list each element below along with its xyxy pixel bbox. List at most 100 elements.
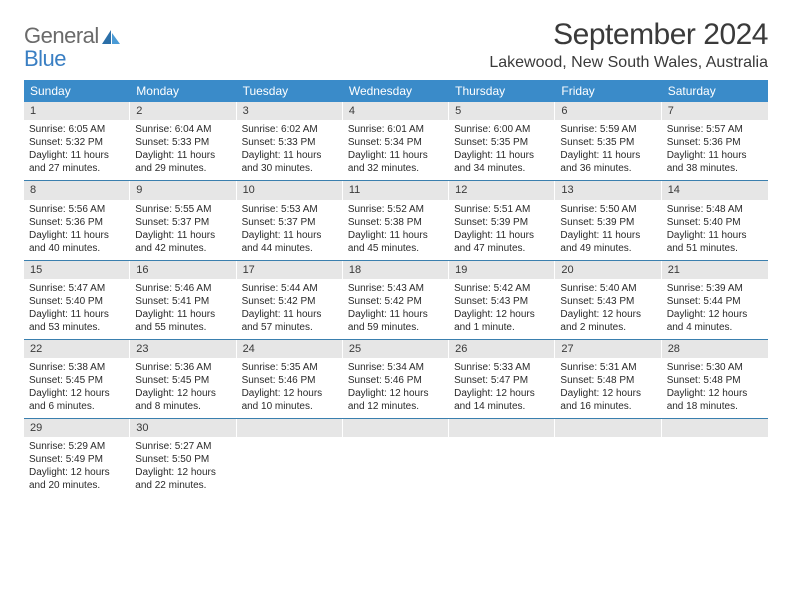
day-number: 8 — [24, 181, 130, 199]
day-header-wednesday: Wednesday — [343, 80, 449, 102]
day-number: 5 — [449, 102, 555, 120]
empty-cell: . — [343, 419, 449, 497]
week-row: 8Sunrise: 5:56 AMSunset: 5:36 PMDaylight… — [24, 181, 768, 260]
day-header-tuesday: Tuesday — [237, 80, 343, 102]
day-cell-19: 19Sunrise: 5:42 AMSunset: 5:43 PMDayligh… — [449, 261, 555, 339]
day-body: Sunrise: 5:56 AMSunset: 5:36 PMDaylight:… — [24, 200, 130, 260]
day-body: Sunrise: 5:36 AMSunset: 5:45 PMDaylight:… — [130, 358, 236, 418]
day-number: 28 — [662, 340, 768, 358]
daylight-text: Daylight: 12 hours and 14 minutes. — [454, 387, 550, 413]
day-number: 12 — [449, 181, 555, 199]
day-body: Sunrise: 6:04 AMSunset: 5:33 PMDaylight:… — [130, 120, 236, 180]
sunrise-text: Sunrise: 5:56 AM — [29, 203, 125, 216]
day-body: Sunrise: 5:29 AMSunset: 5:49 PMDaylight:… — [24, 437, 130, 497]
daylight-text: Daylight: 11 hours and 45 minutes. — [348, 229, 444, 255]
day-cell-25: 25Sunrise: 5:34 AMSunset: 5:46 PMDayligh… — [343, 340, 449, 418]
week-row: 22Sunrise: 5:38 AMSunset: 5:45 PMDayligh… — [24, 340, 768, 419]
day-number: 9 — [130, 181, 236, 199]
sunrise-text: Sunrise: 5:44 AM — [242, 282, 338, 295]
day-body: Sunrise: 5:39 AMSunset: 5:44 PMDaylight:… — [662, 279, 768, 339]
week-row: 29Sunrise: 5:29 AMSunset: 5:49 PMDayligh… — [24, 419, 768, 497]
sunrise-text: Sunrise: 6:01 AM — [348, 123, 444, 136]
day-number: 15 — [24, 261, 130, 279]
daylight-text: Daylight: 12 hours and 6 minutes. — [29, 387, 125, 413]
day-number: 13 — [555, 181, 661, 199]
sunrise-text: Sunrise: 5:55 AM — [135, 203, 231, 216]
daylight-text: Daylight: 12 hours and 20 minutes. — [29, 466, 125, 492]
sunset-text: Sunset: 5:34 PM — [348, 136, 444, 149]
sunrise-text: Sunrise: 5:47 AM — [29, 282, 125, 295]
day-number: 25 — [343, 340, 449, 358]
day-cell-23: 23Sunrise: 5:36 AMSunset: 5:45 PMDayligh… — [130, 340, 236, 418]
day-number: . — [449, 419, 555, 437]
day-body: Sunrise: 6:01 AMSunset: 5:34 PMDaylight:… — [343, 120, 449, 180]
header: General Blue September 2024 Lakewood, Ne… — [24, 18, 768, 72]
daylight-text: Daylight: 11 hours and 34 minutes. — [454, 149, 550, 175]
sunset-text: Sunset: 5:47 PM — [454, 374, 550, 387]
day-number: 23 — [130, 340, 236, 358]
day-number: 18 — [343, 261, 449, 279]
sunrise-text: Sunrise: 5:39 AM — [667, 282, 763, 295]
sunrise-text: Sunrise: 5:48 AM — [667, 203, 763, 216]
sunset-text: Sunset: 5:33 PM — [242, 136, 338, 149]
daylight-text: Daylight: 11 hours and 57 minutes. — [242, 308, 338, 334]
sunrise-text: Sunrise: 5:29 AM — [29, 440, 125, 453]
day-body: Sunrise: 5:46 AMSunset: 5:41 PMDaylight:… — [130, 279, 236, 339]
sunset-text: Sunset: 5:33 PM — [135, 136, 231, 149]
day-header-row: SundayMondayTuesdayWednesdayThursdayFrid… — [24, 80, 768, 102]
day-header-monday: Monday — [130, 80, 236, 102]
day-number: 4 — [343, 102, 449, 120]
daylight-text: Daylight: 11 hours and 30 minutes. — [242, 149, 338, 175]
sunrise-text: Sunrise: 5:42 AM — [454, 282, 550, 295]
day-body: Sunrise: 5:33 AMSunset: 5:47 PMDaylight:… — [449, 358, 555, 418]
sunrise-text: Sunrise: 5:46 AM — [135, 282, 231, 295]
day-cell-10: 10Sunrise: 5:53 AMSunset: 5:37 PMDayligh… — [237, 181, 343, 259]
day-header-saturday: Saturday — [662, 80, 768, 102]
location: Lakewood, New South Wales, Australia — [489, 54, 768, 72]
day-body: Sunrise: 5:51 AMSunset: 5:39 PMDaylight:… — [449, 200, 555, 260]
day-body: Sunrise: 5:55 AMSunset: 5:37 PMDaylight:… — [130, 200, 236, 260]
day-body: Sunrise: 5:30 AMSunset: 5:48 PMDaylight:… — [662, 358, 768, 418]
day-cell-18: 18Sunrise: 5:43 AMSunset: 5:42 PMDayligh… — [343, 261, 449, 339]
day-number: 20 — [555, 261, 661, 279]
day-number: 17 — [237, 261, 343, 279]
daylight-text: Daylight: 12 hours and 12 minutes. — [348, 387, 444, 413]
day-number: 11 — [343, 181, 449, 199]
day-number: 26 — [449, 340, 555, 358]
daylight-text: Daylight: 11 hours and 55 minutes. — [135, 308, 231, 334]
sunrise-text: Sunrise: 6:04 AM — [135, 123, 231, 136]
day-body: Sunrise: 5:59 AMSunset: 5:35 PMDaylight:… — [555, 120, 661, 180]
sunrise-text: Sunrise: 5:31 AM — [560, 361, 656, 374]
daylight-text: Daylight: 12 hours and 18 minutes. — [667, 387, 763, 413]
week-row: 15Sunrise: 5:47 AMSunset: 5:40 PMDayligh… — [24, 261, 768, 340]
day-number: 16 — [130, 261, 236, 279]
daylight-text: Daylight: 12 hours and 8 minutes. — [135, 387, 231, 413]
day-number: . — [343, 419, 449, 437]
daylight-text: Daylight: 11 hours and 29 minutes. — [135, 149, 231, 175]
daylight-text: Daylight: 11 hours and 59 minutes. — [348, 308, 444, 334]
sunset-text: Sunset: 5:39 PM — [560, 216, 656, 229]
day-cell-4: 4Sunrise: 6:01 AMSunset: 5:34 PMDaylight… — [343, 102, 449, 180]
sunset-text: Sunset: 5:48 PM — [667, 374, 763, 387]
daylight-text: Daylight: 12 hours and 1 minute. — [454, 308, 550, 334]
day-number: . — [237, 419, 343, 437]
sunrise-text: Sunrise: 5:35 AM — [242, 361, 338, 374]
day-body: Sunrise: 5:40 AMSunset: 5:43 PMDaylight:… — [555, 279, 661, 339]
day-number: 7 — [662, 102, 768, 120]
sunset-text: Sunset: 5:38 PM — [348, 216, 444, 229]
sunset-text: Sunset: 5:35 PM — [560, 136, 656, 149]
day-number: 27 — [555, 340, 661, 358]
sunrise-text: Sunrise: 5:51 AM — [454, 203, 550, 216]
sunrise-text: Sunrise: 5:33 AM — [454, 361, 550, 374]
day-cell-2: 2Sunrise: 6:04 AMSunset: 5:33 PMDaylight… — [130, 102, 236, 180]
day-cell-1: 1Sunrise: 6:05 AMSunset: 5:32 PMDaylight… — [24, 102, 130, 180]
sunrise-text: Sunrise: 5:38 AM — [29, 361, 125, 374]
sunrise-text: Sunrise: 5:27 AM — [135, 440, 231, 453]
day-body: Sunrise: 5:31 AMSunset: 5:48 PMDaylight:… — [555, 358, 661, 418]
day-number: 6 — [555, 102, 661, 120]
day-cell-15: 15Sunrise: 5:47 AMSunset: 5:40 PMDayligh… — [24, 261, 130, 339]
sunset-text: Sunset: 5:43 PM — [560, 295, 656, 308]
day-body: Sunrise: 6:02 AMSunset: 5:33 PMDaylight:… — [237, 120, 343, 180]
day-number: 1 — [24, 102, 130, 120]
day-header-friday: Friday — [555, 80, 661, 102]
